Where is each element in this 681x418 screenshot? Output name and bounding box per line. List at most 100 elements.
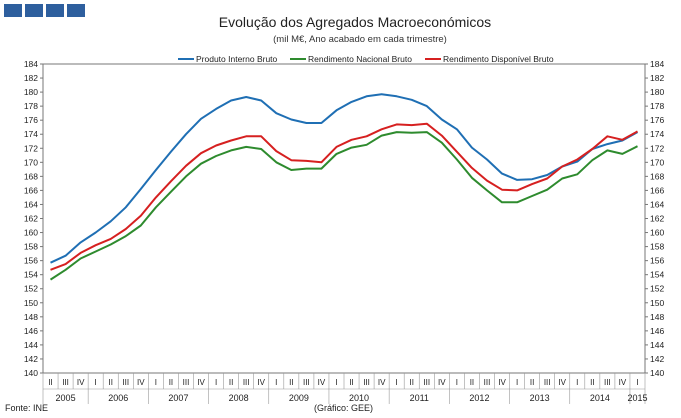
y-tick-label-right: 148 [650,312,664,322]
x-quarter-label: IV [438,378,446,387]
x-year-label: 2013 [530,393,550,403]
y-tick-label-left: 162 [24,214,38,224]
x-quarter-label: II [289,378,293,387]
y-tick-label-left: 178 [24,101,38,111]
y-tick-label-right: 150 [650,298,664,308]
x-quarter-label: IV [77,378,85,387]
y-tick-label-right: 170 [650,157,664,167]
y-tick-label-right: 168 [650,171,664,181]
legend-label-rdb: Rendimento Disponível Bruto [443,54,554,64]
y-tick-label-right: 176 [650,115,664,125]
footnote-source: Fonte: INE [5,403,48,413]
x-quarter-label: IV [318,378,326,387]
y-tick-label-left: 150 [24,298,38,308]
y-tick-label-left: 160 [24,228,38,238]
x-quarter-label: I [155,378,157,387]
x-quarter-label: II [229,378,233,387]
y-tick-label-right: 146 [650,326,664,336]
x-quarter-label: I [335,378,337,387]
x-quarter-label: III [363,378,370,387]
legend: Produto Interno Bruto Rendimento Naciona… [178,54,554,64]
x-quarter-label: IV [498,378,506,387]
y-tick-label-right: 166 [650,185,664,195]
x-quarter-label: III [484,378,491,387]
x-quarter-label: IV [378,378,386,387]
y-tick-label-left: 148 [24,312,38,322]
plot-area [42,63,646,374]
x-quarter-label: IV [619,378,627,387]
x-quarter-label: III [183,378,190,387]
x-quarter-label: IV [257,378,265,387]
x-quarter-label: I [576,378,578,387]
y-tick-label-right: 180 [650,87,664,97]
x-year-label: 2008 [229,393,249,403]
x-quarter-label: II [530,378,534,387]
y-tick-label-left: 180 [24,87,38,97]
x-quarter-label: I [275,378,277,387]
x-year-label: 2014 [590,393,610,403]
y-tick-label-right: 172 [650,143,664,153]
series-lines [49,93,638,281]
logo-square [67,4,85,17]
x-quarter-label: I [95,378,97,387]
x-quarter-label: III [243,378,250,387]
y-tick-label-left: 152 [24,284,38,294]
y-tick-label-right: 184 [650,59,664,69]
y-tick-label-left: 170 [24,157,38,167]
x-quarter-label: III [544,378,551,387]
x-year-label: 2007 [168,393,188,403]
legend-label-rnb: Rendimento Nacional Bruto [308,54,412,64]
x-quarter-label: IV [197,378,205,387]
logo-square [4,4,22,17]
x-quarter-label: III [423,378,430,387]
y-tick-label-right: 174 [650,129,664,139]
x-quarter-label: I [215,378,217,387]
series-line-1 [49,131,638,281]
x-quarter-label: II [470,378,474,387]
y-tick-label-left: 146 [24,326,38,336]
series-line-0 [50,93,638,264]
x-year-label: 2005 [56,393,76,403]
y-tick-label-right: 142 [650,354,664,364]
footnote-graph: (Gráfico: GEE) [314,403,373,413]
y-tick-label-left: 142 [24,354,38,364]
y-tick-label-right: 162 [650,214,664,224]
x-quarter-label: I [516,378,518,387]
x-quarter-label: I [396,378,398,387]
y-tick-label-left: 176 [24,115,38,125]
x-year-label: 2012 [469,393,489,403]
chart-title: Evolução dos Agregados Macroeconómicos [219,14,491,30]
x-quarter-label: II [409,378,413,387]
y-axis: 140 140 142 142 144 144 146 146 148 148 150 150 152 1… [24,59,665,378]
y-tick-label-right: 144 [650,340,664,350]
x-quarter-label: I [456,378,458,387]
chart-subtitle: (mil M€, Ano acabado em cada trimestre) [273,34,447,45]
logo-square [46,4,64,17]
y-tick-label-left: 158 [24,242,38,252]
x-quarter-label: III [604,378,611,387]
y-tick-label-right: 140 [650,368,664,378]
x-year-label: 2010 [349,393,369,403]
x-axis: II III IV I II III IV I II III IV I II III IV I II III IV I… [42,373,647,404]
x-quarter-label: II [590,378,594,387]
x-year-label: 2006 [108,393,128,403]
y-tick-label-right: 154 [650,270,664,280]
y-tick-label-left: 184 [24,59,38,69]
y-tick-label-left: 140 [24,368,38,378]
y-tick-label-left: 164 [24,199,38,209]
x-quarter-label: III [62,378,69,387]
logo-square [25,4,43,17]
y-tick-label-right: 182 [650,73,664,83]
x-year-label: 2015 [627,393,647,403]
x-quarter-label: IV [558,378,566,387]
y-tick-label-right: 158 [650,242,664,252]
x-quarter-label: II [349,378,353,387]
y-tick-label-left: 174 [24,129,38,139]
y-tick-label-right: 160 [650,228,664,238]
x-quarter-label: III [303,378,310,387]
series-line-2 [50,122,638,271]
y-tick-label-left: 154 [24,270,38,280]
x-year-label: 2011 [410,393,429,403]
y-tick-label-left: 144 [24,340,38,350]
x-quarter-label: III [122,378,129,387]
